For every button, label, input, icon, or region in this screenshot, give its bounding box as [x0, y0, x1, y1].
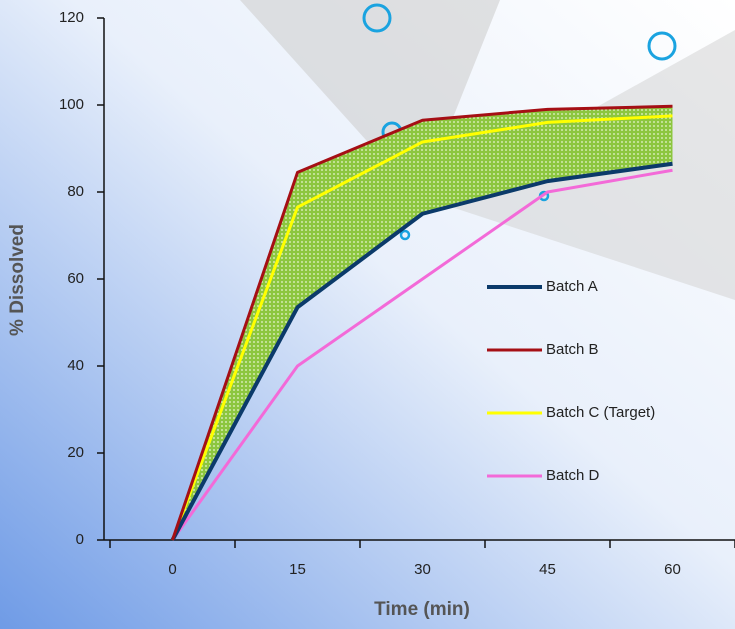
- y-tick-label: 20: [67, 444, 84, 461]
- y-tick-label: 120: [59, 9, 84, 26]
- x-tick-label: 45: [539, 561, 556, 578]
- legend-label: Batch B: [546, 341, 599, 358]
- legend-label: Batch D: [546, 467, 600, 484]
- x-tick-label: 30: [414, 561, 431, 578]
- y-tick-label: 60: [67, 270, 84, 287]
- chart: 0 20 40 60 80 100 120 0 15 30 45 60 Batch A Batch B Ba…: [0, 0, 735, 629]
- x-axis-title: Time (min): [374, 599, 470, 620]
- y-tick-label: 100: [59, 96, 84, 113]
- x-tick-label: 0: [168, 561, 176, 578]
- x-tick-label: 60: [664, 561, 681, 578]
- y-tick-label: 80: [67, 183, 84, 200]
- legend-label: Batch A: [546, 278, 598, 295]
- x-tick-label: 15: [289, 561, 306, 578]
- legend-label: Batch C (Target): [546, 404, 655, 421]
- y-tick-label: 0: [76, 531, 84, 548]
- y-axis-title: % Dissolved: [7, 224, 28, 336]
- y-tick-label: 40: [67, 357, 84, 374]
